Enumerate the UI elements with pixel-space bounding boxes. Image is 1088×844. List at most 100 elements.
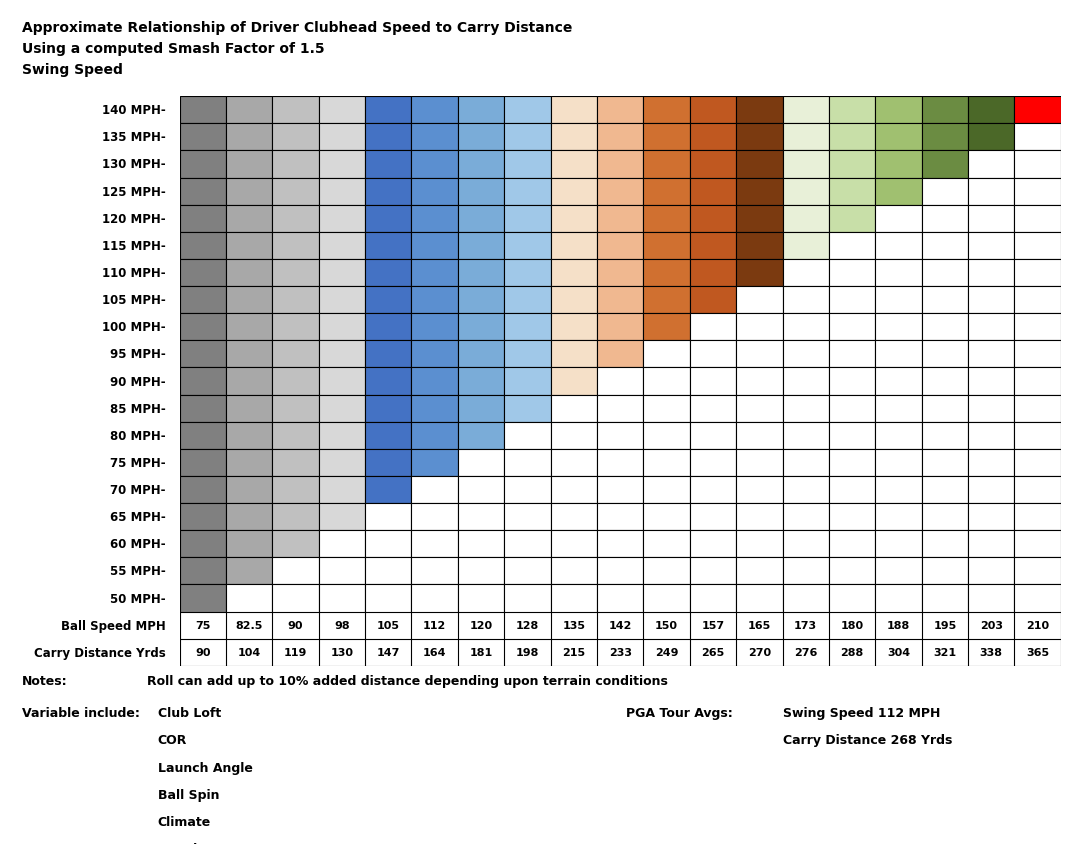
Bar [458, 341, 504, 368]
Bar [829, 151, 875, 178]
Bar [782, 233, 829, 260]
Bar [226, 287, 272, 314]
Bar [782, 585, 829, 612]
Bar [1014, 97, 1061, 124]
Bar [411, 476, 458, 504]
Bar [875, 205, 922, 233]
Bar [643, 395, 690, 422]
Bar [226, 97, 272, 124]
Bar [1014, 476, 1061, 504]
Bar [366, 287, 411, 314]
Bar [226, 476, 272, 504]
Bar [1014, 341, 1061, 368]
Bar [690, 287, 737, 314]
Text: Climate: Climate [158, 814, 211, 828]
Text: 142: 142 [608, 620, 632, 630]
Bar [968, 97, 1014, 124]
Bar [829, 449, 875, 476]
Bar [366, 585, 411, 612]
Bar [1014, 504, 1061, 531]
Text: 203: 203 [979, 620, 1003, 630]
Bar [597, 476, 643, 504]
Text: 75: 75 [195, 620, 210, 630]
Bar [504, 233, 551, 260]
Bar [319, 205, 366, 233]
Bar [366, 97, 411, 124]
Text: PGA Tour Avgs:: PGA Tour Avgs: [626, 706, 732, 720]
Bar [690, 558, 737, 585]
Bar [319, 504, 366, 531]
Bar [272, 368, 319, 395]
Text: 120 MPH-: 120 MPH- [102, 213, 165, 225]
Text: 119: 119 [284, 647, 307, 657]
Bar [737, 287, 782, 314]
Bar [690, 124, 737, 151]
Bar [737, 151, 782, 178]
Bar [968, 341, 1014, 368]
Text: 110 MPH-: 110 MPH- [102, 267, 165, 279]
Bar [504, 395, 551, 422]
Bar [875, 585, 922, 612]
Bar [226, 395, 272, 422]
Bar [272, 585, 319, 612]
Bar [366, 314, 411, 341]
Bar [366, 205, 411, 233]
Bar [782, 178, 829, 205]
Bar [226, 585, 272, 612]
Bar [411, 504, 458, 531]
Bar [968, 314, 1014, 341]
Bar [411, 531, 458, 558]
Bar [458, 124, 504, 151]
Bar [829, 504, 875, 531]
Bar [968, 422, 1014, 449]
Bar [180, 97, 226, 124]
Text: 100 MPH-: 100 MPH- [102, 321, 165, 334]
Bar [458, 314, 504, 341]
Bar [922, 178, 968, 205]
Bar [1014, 395, 1061, 422]
Bar [504, 314, 551, 341]
Bar [551, 287, 597, 314]
Bar [551, 558, 597, 585]
Bar [366, 178, 411, 205]
Bar [875, 558, 922, 585]
Bar [504, 449, 551, 476]
Text: 249: 249 [655, 647, 678, 657]
Bar [411, 395, 458, 422]
Bar [551, 178, 597, 205]
Text: 288: 288 [840, 647, 864, 657]
Bar [597, 504, 643, 531]
Bar [366, 341, 411, 368]
Text: 164: 164 [423, 647, 446, 657]
Bar [968, 260, 1014, 287]
Bar [737, 504, 782, 531]
Bar [504, 585, 551, 612]
Bar [643, 124, 690, 151]
Bar [829, 395, 875, 422]
Bar [458, 531, 504, 558]
Bar [737, 558, 782, 585]
Text: 165: 165 [747, 620, 771, 630]
Bar [504, 341, 551, 368]
Bar [272, 314, 319, 341]
Text: 125 MPH-: 125 MPH- [102, 186, 165, 198]
Bar [366, 531, 411, 558]
Bar [504, 97, 551, 124]
Bar [319, 341, 366, 368]
Bar [226, 368, 272, 395]
Bar [690, 97, 737, 124]
Bar [458, 504, 504, 531]
Bar [597, 449, 643, 476]
Bar [737, 368, 782, 395]
Bar [226, 531, 272, 558]
Bar [690, 504, 737, 531]
Bar [782, 97, 829, 124]
Bar [180, 260, 226, 287]
Bar [690, 260, 737, 287]
Bar [782, 504, 829, 531]
Bar [180, 151, 226, 178]
Bar [551, 314, 597, 341]
Bar [458, 368, 504, 395]
Bar [690, 422, 737, 449]
Text: 104: 104 [237, 647, 261, 657]
